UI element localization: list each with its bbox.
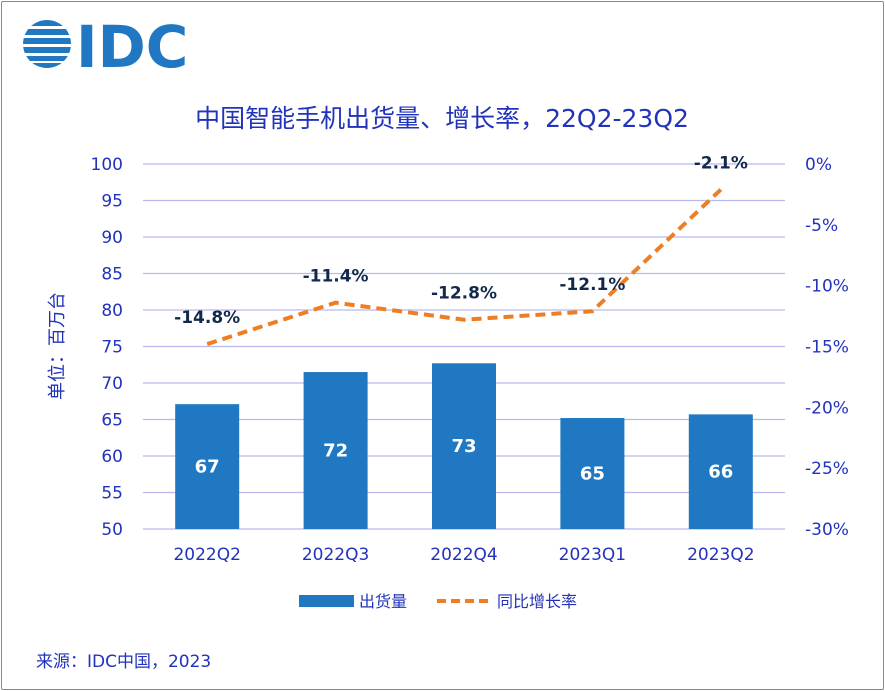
bar (303, 372, 368, 529)
y2-ticks: -30% -25% -20% -15% -10% -5% 0% (805, 155, 849, 540)
bar (432, 363, 496, 529)
y-tick-label: 80 (101, 301, 123, 321)
y-tick-label: 85 (101, 265, 123, 285)
y-tick-label: 55 (101, 484, 123, 504)
bar (560, 418, 625, 529)
bar-data-label: 72 (323, 441, 348, 462)
chart-title: 中国智能手机出货量、增长率，22Q2-23Q2 (195, 104, 689, 133)
x-tick-label: 2022Q2 (173, 545, 240, 565)
bar-data-label: 67 (195, 457, 220, 478)
line-data-label: -12.8% (431, 284, 497, 304)
y-tick-label: 95 (101, 192, 123, 212)
source-note: 来源：IDC中国，2023 (36, 652, 211, 672)
growth-line: -14.8% -11.4% -12.8% -12.1% -2.1% (174, 154, 748, 346)
gridlines (143, 163, 785, 530)
y2-tick-label: -20% (805, 398, 849, 418)
y-axis-label: 单位：百万台 (47, 292, 68, 400)
legend-label-shipments: 出货量 (359, 592, 407, 611)
y2-tick-label: 0% (805, 155, 832, 175)
x-tick-label: 2022Q4 (430, 545, 497, 565)
y2-tick-label: -5% (805, 216, 838, 236)
bar (688, 414, 753, 529)
y-tick-label: 60 (101, 447, 123, 467)
y-tick-label: 75 (101, 338, 123, 358)
line-data-label: -2.1% (694, 154, 748, 174)
x-tick-label: 2022Q3 (302, 545, 369, 565)
line-data-label: -14.8% (174, 308, 240, 328)
bar-data-label: 65 (580, 464, 605, 485)
bar-data-label: 66 (708, 462, 733, 483)
y-ticks: 50 55 60 65 70 75 80 85 90 95 100 (91, 155, 123, 540)
x-ticks: 2022Q2 2022Q3 2022Q4 2023Q1 2023Q2 (173, 545, 754, 565)
bar (175, 404, 240, 529)
x-tick-label: 2023Q2 (687, 545, 754, 565)
bars: 67 72 73 65 66 (175, 363, 753, 529)
legend-bar-swatch (299, 595, 354, 607)
y-tick-label: 65 (101, 411, 123, 431)
y-tick-label: 50 (101, 520, 123, 540)
legend-label-growth: 同比增长率 (497, 592, 577, 611)
y-tick-label: 70 (101, 374, 123, 394)
logo-text: IDC (76, 13, 188, 81)
y-tick-label: 90 (101, 228, 123, 248)
line-data-label: -12.1% (559, 275, 625, 295)
y2-tick-label: -25% (805, 459, 849, 479)
growth-line-path (206, 188, 723, 346)
y2-tick-label: -10% (805, 277, 849, 297)
y2-tick-label: -15% (805, 338, 849, 358)
y2-tick-label: -30% (805, 520, 849, 540)
bar-data-label: 73 (451, 436, 476, 457)
y-tick-label: 100 (91, 155, 123, 175)
x-tick-label: 2023Q1 (559, 545, 626, 565)
line-data-label: -11.4% (303, 267, 369, 287)
legend: 出货量 同比增长率 (299, 592, 577, 611)
globe-icon (23, 20, 71, 68)
idc-logo: IDC (23, 13, 188, 81)
